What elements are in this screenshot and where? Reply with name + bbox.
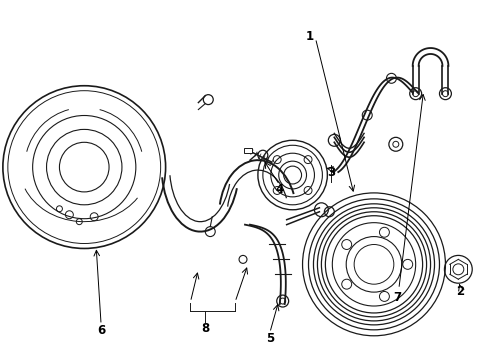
FancyBboxPatch shape: [244, 148, 251, 153]
Text: 4: 4: [275, 184, 283, 197]
Text: 7: 7: [392, 291, 400, 303]
Text: 6: 6: [97, 324, 105, 337]
Text: 2: 2: [455, 285, 464, 298]
Text: 5: 5: [265, 332, 273, 345]
Text: 1: 1: [305, 30, 313, 42]
Text: 3: 3: [326, 166, 335, 179]
Text: 8: 8: [201, 322, 209, 336]
